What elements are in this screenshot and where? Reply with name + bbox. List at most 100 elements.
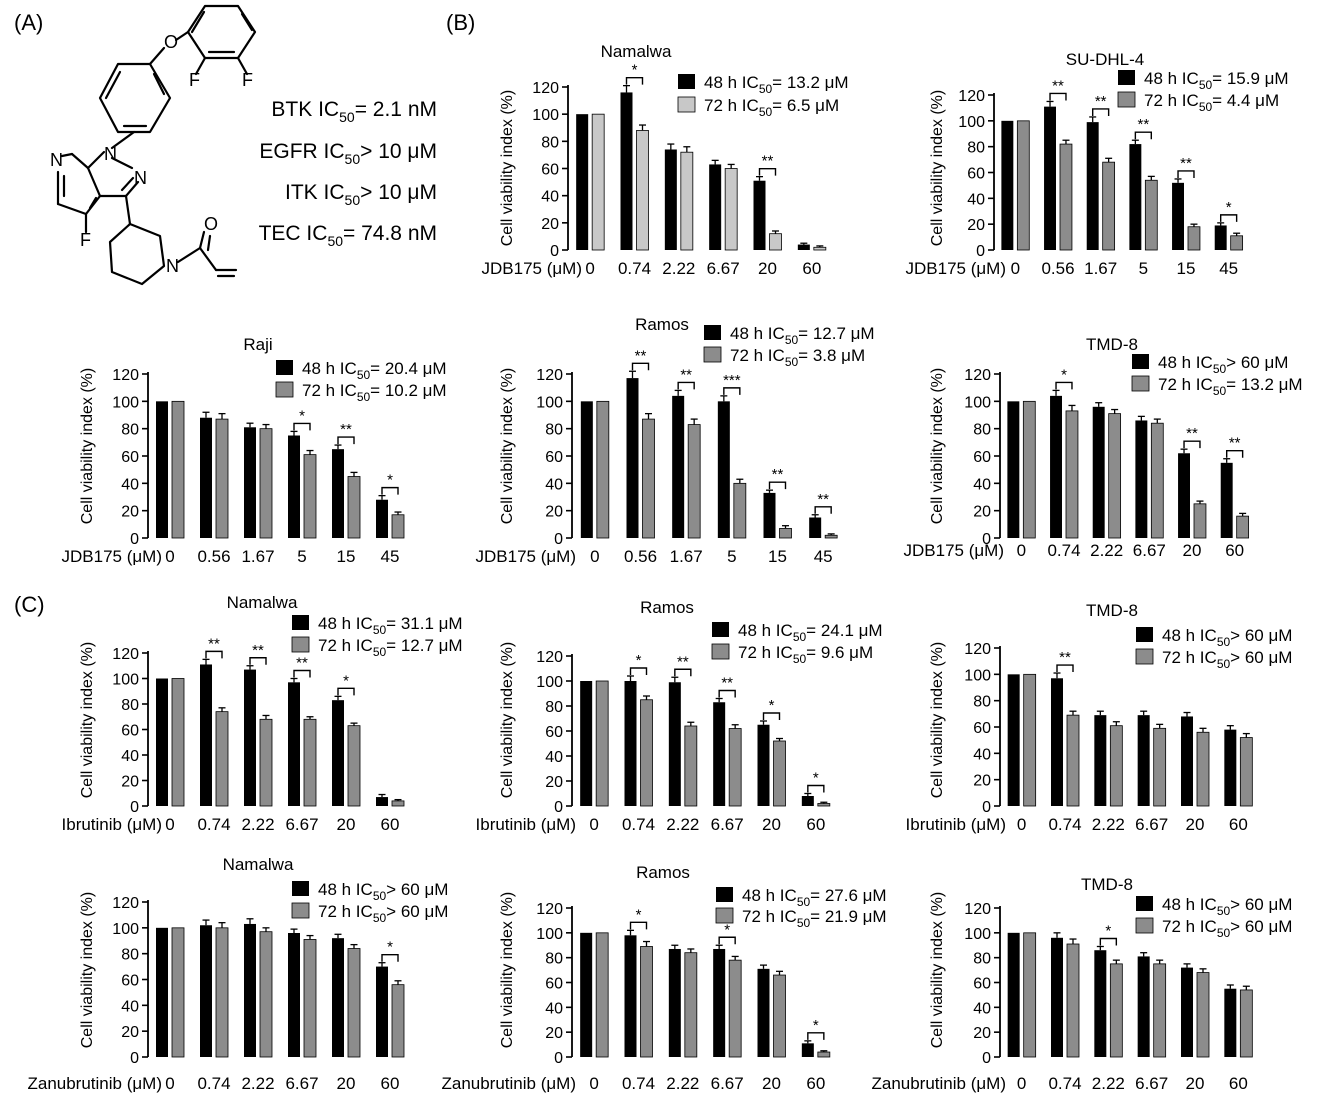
ic50-prefix: EGFR IC [259,140,344,163]
x-tick-label: 0 [1011,259,1020,278]
legend-entry: 48 h IC50= 15.9 μM [1144,69,1289,92]
legend-entry: 72 h IC50= 6.5 μM [704,96,839,119]
ic50-suffix: = 2.1 nM [355,98,437,121]
ic50-suffix: = 74.8 nM [343,222,437,245]
legend-subscript: 50 [373,889,387,903]
legend-prefix: 48 h IC [730,324,785,343]
legend-swatch-72h [711,643,730,660]
bar-72h [595,680,609,807]
legend-suffix: > 60 μM [386,902,448,921]
significance-label: ** [762,153,774,170]
y-tick-label: 0 [976,243,985,260]
bar-72h [1022,400,1036,539]
atom-label-n: N [50,150,63,170]
significance-label: * [769,697,775,714]
x-tick-label: 0 [165,815,174,834]
y-axis-label: Cell viability index (%) [79,892,96,1049]
x-tick-label: 45 [814,547,833,566]
legend-entry: 72 h IC50= 4.4 μM [1144,91,1279,114]
legend-subscript: 50 [1199,78,1213,92]
bar-72h [303,939,317,1058]
legend-entry: 72 h IC50= 3.8 μM [730,346,865,369]
bar-48h [156,678,168,806]
bar-48h [1224,729,1237,806]
legend-swatch-48h [678,74,695,89]
significance-bracket [768,481,787,490]
bar-72h [817,803,831,807]
legend-prefix: 48 h IC [742,886,797,905]
legend-prefix: 48 h IC [1162,626,1217,645]
bar-48h [672,395,685,538]
legend-prefix: 72 h IC [1162,917,1217,936]
chart-title: Ramos [636,863,690,882]
legend-suffix: = 13.2 μM [1226,375,1302,394]
x-tick-label: 15 [337,547,356,566]
y-tick-label: 60 [967,166,985,183]
significance-label: ** [1180,155,1192,172]
chart-1: SU-DHL-4 0 20 40 60 80 100 120 Cell viability in… [906,50,1289,278]
significance-label: ** [252,642,264,659]
legend-subscript: 50 [785,355,799,369]
bar-72h [1150,422,1164,539]
legend-subscript: 50 [1217,926,1231,940]
bar-48h [332,938,344,1057]
x-tick-label: 20 [758,259,777,278]
significance-bracket [677,381,695,390]
chart-title: Namalwa [227,593,298,612]
y-tick-label: 20 [545,1025,563,1042]
x-axis-label: JDB175 (μM) [476,547,576,566]
chart-title: TMD-8 [1086,601,1138,620]
atom-label-n: N [134,168,147,188]
charts: Namalwa 0 20 40 60 80 100 120 Cell viability ind… [27,42,1302,1093]
x-tick-label: 60 [1229,1074,1248,1093]
legend-entry: 72 h IC50> 60 μM [1162,917,1292,940]
y-tick-label: 100 [536,394,563,411]
bar-48h [763,492,776,538]
bar-48h [753,180,766,250]
chart-title: Ramos [635,315,689,334]
bar-72h [591,113,605,251]
bar-72h [347,476,361,539]
bar-48h [1051,937,1063,1057]
significance-bracket [1183,440,1201,449]
bar-72h [171,678,185,807]
legend-swatch-48h [1132,354,1149,369]
bar-72h [1023,932,1037,1058]
x-tick-label: 0 [589,1074,598,1093]
x-axis-label: JDB175 (μM) [904,541,1004,560]
legend-subscript: 50 [1217,635,1231,649]
bar-48h [244,669,256,806]
chart-0: Namalwa 0 20 40 60 80 100 120 Cell viability ind… [482,42,849,278]
bar-72h [733,482,747,539]
significance-bracket [249,657,267,665]
y-axis-label: Cell viability index (%) [929,90,946,247]
legend-subscript: 50 [1217,904,1231,918]
bar-72h [1065,410,1079,539]
y-tick-label: 20 [973,1025,991,1042]
atom-label-o: O [164,32,178,52]
x-axis-label: Ibrutinib (μM) [62,815,162,834]
y-tick-label: 20 [541,216,559,233]
bar-48h [717,401,730,538]
legend-prefix: 48 h IC [318,880,373,899]
bar-48h [288,933,300,1057]
significance-bracket [1056,664,1074,673]
legend-suffix: = 4.4 μM [1212,91,1279,110]
ic50-subscript: 50 [345,192,361,208]
bar-48h [668,682,681,806]
y-tick-label: 120 [112,895,139,912]
significance-label: * [813,770,819,787]
significance-label: * [1061,366,1067,383]
legend-swatch-48h [292,615,309,630]
legend-swatch-72h [291,902,310,919]
x-axis-label: JDB175 (μM) [482,259,582,278]
bar-48h [244,923,256,1057]
bar-48h [1135,420,1148,538]
atom-label-o: O [204,214,218,234]
x-axis-label: JDB175 (μM) [906,259,1006,278]
y-tick-label: 80 [121,947,139,964]
significance-label: ** [1229,435,1241,452]
y-tick-label: 120 [112,646,139,663]
